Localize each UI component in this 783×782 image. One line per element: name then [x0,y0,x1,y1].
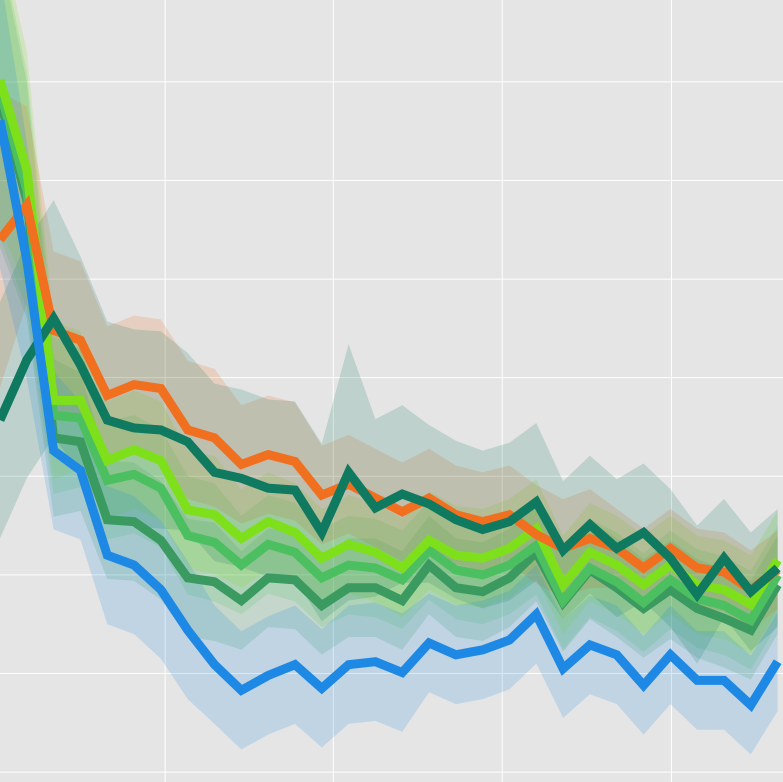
series-line [0,88,782,627]
series-line [0,98,782,636]
error-band [0,0,778,670]
series-line [0,309,781,603]
error-band [0,200,778,664]
error-band [0,0,778,654]
error-band [0,91,778,630]
series-line [0,78,782,611]
series-line [0,119,782,713]
